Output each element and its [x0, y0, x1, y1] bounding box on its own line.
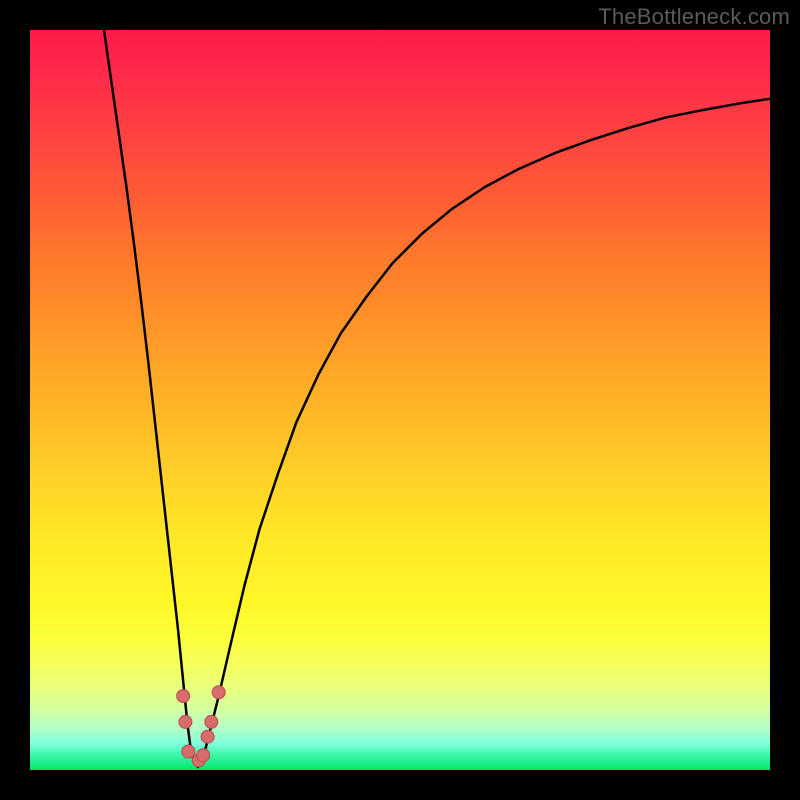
- bottleneck-curve: [104, 30, 770, 767]
- data-marker: [205, 715, 218, 728]
- data-marker: [201, 730, 214, 743]
- watermark-text: TheBottleneck.com: [598, 4, 790, 30]
- data-marker: [212, 686, 225, 699]
- plot-area: [30, 30, 770, 770]
- data-marker: [182, 745, 195, 758]
- data-marker: [179, 715, 192, 728]
- data-markers: [177, 686, 226, 767]
- plot-svg: [30, 30, 770, 770]
- data-marker: [197, 749, 210, 762]
- chart-container: { "watermark": { "text": "TheBottleneck.…: [0, 0, 800, 800]
- data-marker: [177, 690, 190, 703]
